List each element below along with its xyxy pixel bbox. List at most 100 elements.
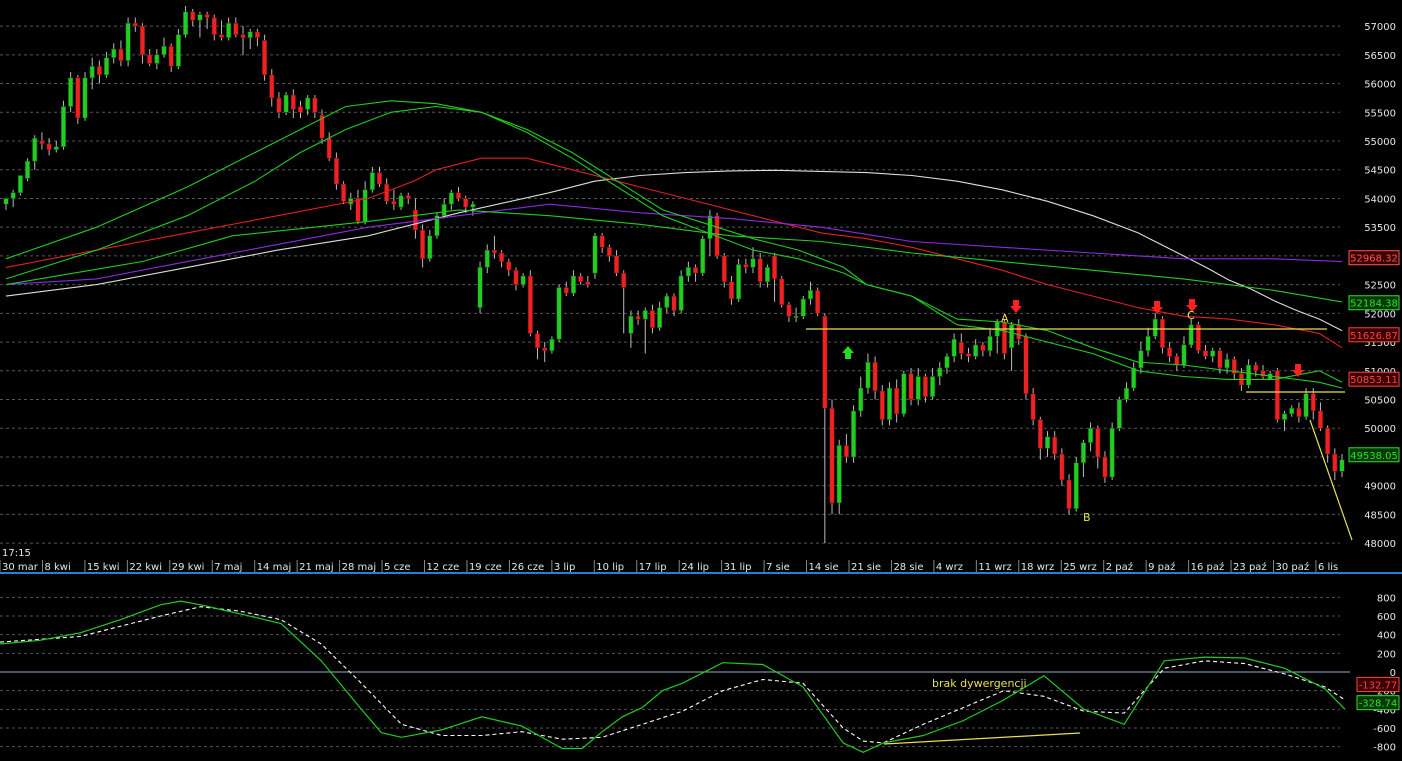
candle-body — [312, 97, 318, 113]
candle-body — [908, 373, 914, 400]
candle-body — [456, 192, 461, 199]
buy-arrow-icon — [842, 346, 854, 359]
candle-body — [283, 94, 289, 113]
price-tick-label: 53500 — [1364, 223, 1396, 234]
candle-body — [247, 31, 253, 38]
candle-body — [25, 160, 31, 179]
price-tick-label: 49000 — [1364, 482, 1396, 493]
candle-body — [434, 215, 440, 237]
candle-body — [190, 11, 196, 21]
candle-body — [556, 287, 562, 340]
candle-body — [204, 14, 210, 18]
candle-body — [1310, 393, 1316, 412]
candle-body — [743, 264, 749, 268]
price-tick-label: 52000 — [1364, 309, 1396, 320]
candle-body — [614, 255, 620, 274]
date-tick-label: 16 paź — [1191, 561, 1225, 573]
date-tick-label: 8 kwi — [44, 562, 70, 573]
candle-body — [901, 373, 907, 415]
candle-body — [958, 341, 964, 354]
candle-body — [1138, 350, 1144, 369]
price-tick-label: 50500 — [1364, 396, 1396, 407]
candle-body — [1095, 427, 1101, 458]
sell-arrow-icon — [1010, 300, 1022, 313]
candle-body — [843, 445, 849, 458]
date-tick-label: 28 sie — [893, 562, 923, 573]
oscillator-signal-line — [0, 606, 1346, 744]
candle-body — [980, 344, 986, 351]
date-tick-label: 4 wrz — [936, 562, 963, 573]
date-tick-label: 6 lis — [1318, 562, 1338, 573]
candle-body — [240, 34, 246, 38]
candle-body — [685, 267, 691, 277]
price-tick-label: 48500 — [1364, 510, 1396, 521]
date-tick-label: 22 kwi — [129, 562, 162, 573]
candle-body — [858, 387, 864, 412]
candle-body — [1001, 321, 1007, 354]
candle-body — [1116, 399, 1122, 429]
candle-body — [175, 34, 181, 67]
oscillator-value-badge-label: -328.74 — [1359, 699, 1398, 710]
candle-body — [1152, 318, 1158, 337]
candle-body — [1339, 459, 1345, 472]
date-tick-label: 23 paź — [1233, 561, 1267, 573]
candle-body — [491, 249, 497, 254]
moving-average-purple — [5, 203, 1343, 286]
candle-body — [657, 307, 663, 328]
candle-body — [1016, 324, 1022, 340]
candle-body — [96, 66, 102, 76]
oscillator-tick-label: -200 — [1373, 687, 1396, 698]
date-tick-label: 7 maj — [214, 562, 242, 573]
candle-body — [298, 106, 303, 113]
candle-body — [915, 376, 921, 400]
moving-average-green2 — [5, 105, 1343, 389]
sell-arrow-icon — [1292, 364, 1304, 377]
candle-body — [391, 201, 397, 205]
candle-body — [111, 48, 117, 58]
candle-body — [154, 54, 160, 64]
candle-body — [441, 203, 447, 216]
candle-body — [1059, 453, 1065, 481]
price-grid — [0, 25, 1340, 544]
candle-body — [1073, 462, 1079, 509]
date-tick-label: 9 paź — [1148, 561, 1175, 573]
candle-body — [470, 203, 476, 208]
candle-body — [39, 140, 45, 145]
candle-body — [89, 66, 95, 79]
oscillator-value-badge — [1356, 695, 1400, 711]
annotation-c: C — [1187, 309, 1195, 322]
candle-body — [269, 74, 275, 99]
candle-body — [132, 22, 138, 27]
candle-body — [1009, 324, 1015, 349]
candle-body — [700, 238, 706, 274]
candle-body — [448, 192, 454, 205]
date-tick-label: 3 lip — [554, 562, 575, 573]
date-tick-label: 25 wrz — [1063, 562, 1096, 573]
price-tick-label: 55500 — [1364, 108, 1396, 119]
candle-body — [1260, 370, 1266, 377]
candle-body — [606, 247, 612, 257]
candle-body — [161, 45, 167, 56]
candle-body — [829, 407, 835, 504]
oscillator-grid — [0, 596, 1350, 748]
candle-body — [642, 310, 648, 320]
candle-body — [1124, 387, 1129, 400]
price-tick-label: 56000 — [1364, 80, 1396, 91]
candle-body — [1052, 436, 1058, 455]
date-tick-label: 14 maj — [257, 562, 292, 573]
candle-body — [1246, 364, 1252, 386]
price-tick-label: 50000 — [1364, 424, 1396, 435]
candle-body — [463, 198, 469, 208]
candle-body — [951, 338, 957, 357]
date-tick-label: 26 cze — [511, 562, 544, 573]
candle-body — [484, 249, 490, 268]
candle-body — [1317, 410, 1323, 429]
oscillator-tick-label: -400 — [1373, 705, 1396, 716]
candle-body — [125, 22, 131, 61]
oscillator-trend-line — [883, 732, 1081, 745]
candle-body — [506, 261, 512, 271]
trend-line — [1309, 419, 1353, 541]
candle-body — [1109, 427, 1115, 478]
candle-body — [75, 77, 81, 119]
